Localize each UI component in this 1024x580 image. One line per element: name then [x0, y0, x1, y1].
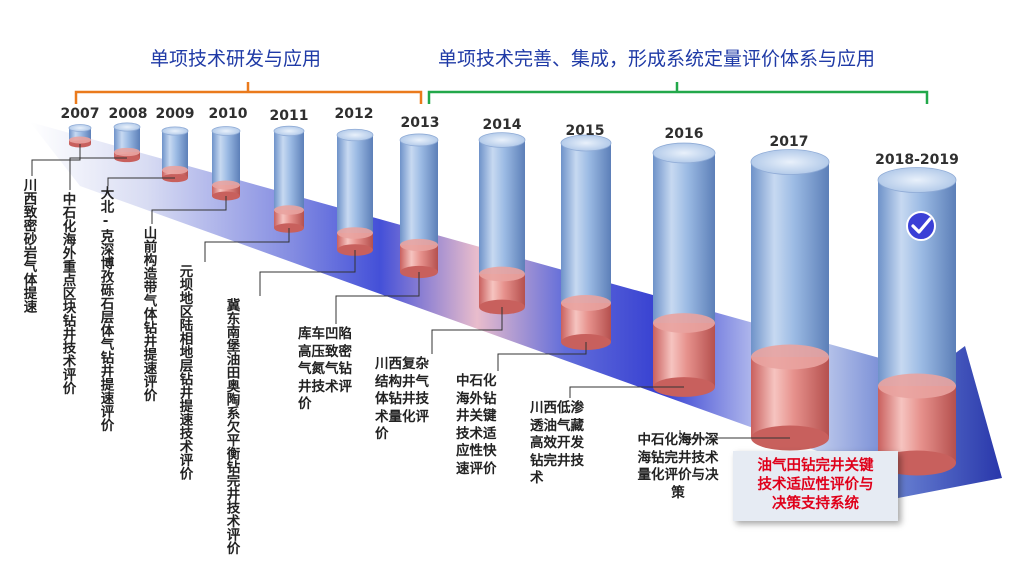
leader-lines [31, 144, 790, 439]
project-description: 中石化海外深海钻完井技术量化评价与决策 [637, 432, 719, 501]
leader-line [335, 272, 420, 324]
leader-line [497, 342, 587, 371]
year-label: 2010 [208, 106, 248, 122]
leader-line [107, 177, 175, 186]
project-description: 库车凹陷高压致密气氮气钻井技术评价 [298, 326, 352, 412]
cylinder-2009 [161, 126, 189, 183]
project-description: 中石化海外钻井关键技术适应性快速评价 [456, 373, 497, 477]
cylinder-2012 [336, 128, 374, 256]
project-description: 川西复杂结构井气体钻井技术量化评价 [375, 356, 429, 442]
leader-line [69, 157, 127, 190]
project-description: 元坝地区陆相地层钻井提速技术评价 [176, 264, 193, 480]
leader-line [204, 228, 290, 262]
cylinder-2014 [478, 132, 526, 315]
cylinder-2015 [560, 134, 612, 350]
year-label: 2018-2019 [875, 152, 959, 168]
cylinder-2010 [211, 126, 241, 201]
final-box-line1: 油气田钻完井关键 [757, 458, 874, 474]
project-description: 山前构造带气体钻井提速评价 [140, 226, 157, 402]
phase1-bracket [74, 82, 423, 104]
project-description: 中石化海外重点区块钻井技术评价 [59, 192, 76, 395]
year-label: 2012 [334, 106, 374, 122]
cylinder-2017 [750, 149, 830, 451]
icon-layer [906, 211, 936, 241]
final-box-line2: 技术适应性评价与 [757, 477, 874, 493]
leader-line [151, 196, 227, 224]
cylinder-layer [68, 122, 957, 476]
leader-line [569, 386, 684, 398]
cylinder-2016 [652, 142, 716, 397]
project-description: 川西致密砂岩气体提速 [20, 178, 37, 313]
year-label: 2007 [60, 106, 100, 122]
final-box-line3: 决策支持系统 [772, 496, 859, 512]
phase1-title: 单项技术研发与应用 [150, 48, 322, 70]
phase2-title: 单项技术完善、集成，形成系统定量评价体系与应用 [438, 48, 876, 70]
year-label: 2014 [482, 117, 522, 133]
year-label: 2015 [565, 123, 605, 139]
cylinder-2011 [273, 125, 305, 233]
year-label: 2009 [155, 106, 195, 122]
project-description: 冀东南堡油田奥陶系欠平衡钻完井技术评价 [223, 298, 240, 555]
year-label: 2008 [108, 106, 148, 122]
year-label: 2017 [769, 134, 809, 150]
leader-line [31, 144, 81, 176]
project-description: 大北-克深博孜砾石层体气钻井提速评价 [97, 186, 114, 432]
leader-line [259, 250, 356, 296]
year-label: 2011 [269, 108, 309, 124]
leader-line [431, 307, 503, 354]
leader-line [679, 430, 790, 439]
year-label: 2016 [664, 126, 704, 142]
cylinder-2008 [113, 122, 141, 163]
cylinder-2013 [399, 133, 439, 279]
decision-support-system-box: 油气田钻完井关键 技术适应性评价与 决策支持系统 [733, 451, 898, 521]
check-circle-icon [906, 211, 936, 241]
project-description: 川西低渗透油气藏高效开发钻完井技术 [530, 400, 584, 486]
phase2-bracket [427, 82, 929, 104]
year-label: 2013 [400, 115, 440, 131]
